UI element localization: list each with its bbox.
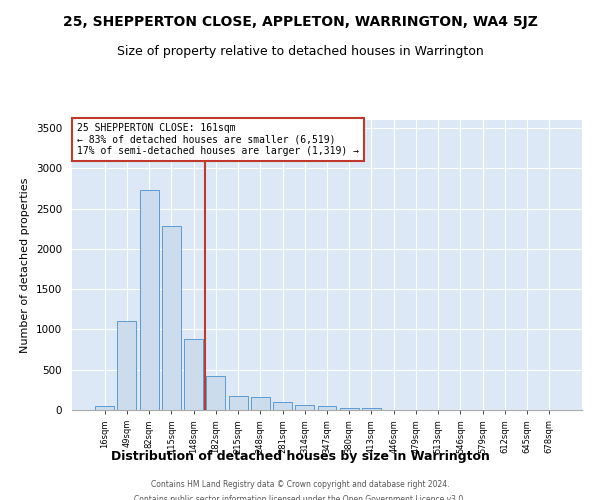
Bar	[206, 376, 225, 410]
Bar	[340, 408, 359, 410]
Bar	[295, 405, 314, 410]
Bar	[229, 396, 248, 410]
Bar	[95, 406, 114, 410]
Bar	[362, 408, 381, 410]
Text: Size of property relative to detached houses in Warrington: Size of property relative to detached ho…	[116, 45, 484, 58]
Text: 25 SHEPPERTON CLOSE: 161sqm
← 83% of detached houses are smaller (6,519)
17% of : 25 SHEPPERTON CLOSE: 161sqm ← 83% of det…	[77, 123, 359, 156]
Bar	[140, 190, 158, 410]
Text: Contains HM Land Registry data © Crown copyright and database right 2024.: Contains HM Land Registry data © Crown c…	[151, 480, 449, 489]
Bar	[273, 402, 292, 410]
Bar	[184, 339, 203, 410]
Bar	[118, 322, 136, 410]
Text: Distribution of detached houses by size in Warrington: Distribution of detached houses by size …	[110, 450, 490, 463]
Y-axis label: Number of detached properties: Number of detached properties	[20, 178, 31, 352]
Bar	[317, 406, 337, 410]
Text: 25, SHEPPERTON CLOSE, APPLETON, WARRINGTON, WA4 5JZ: 25, SHEPPERTON CLOSE, APPLETON, WARRINGT…	[62, 15, 538, 29]
Bar	[162, 226, 181, 410]
Text: Contains public sector information licensed under the Open Government Licence v3: Contains public sector information licen…	[134, 495, 466, 500]
Bar	[251, 396, 270, 410]
